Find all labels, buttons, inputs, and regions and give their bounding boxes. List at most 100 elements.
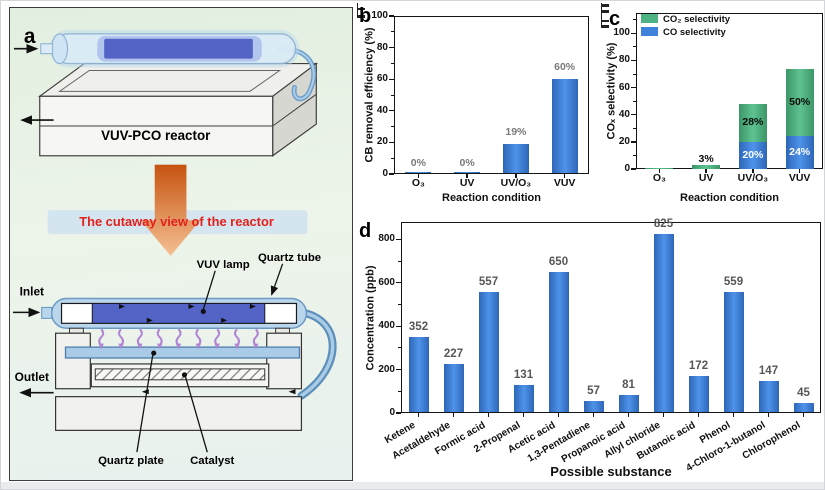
bar-1-3-pentadiene (583, 400, 604, 412)
bar-o (405, 172, 432, 173)
vuv-lamp-dot (200, 308, 206, 314)
y-axis-minor-tick (633, 46, 636, 48)
bar-value-o: 0% (410, 157, 426, 170)
x-axis-tick (662, 413, 665, 417)
plot-frame (401, 222, 821, 413)
bar-value-ketene: 352 (408, 320, 429, 333)
channel-flow-arrow (141, 389, 149, 395)
reactor-title: VUV-PCO reactor (101, 128, 210, 143)
panel-c-letter: c (609, 8, 621, 30)
page-bottom-band (1, 482, 824, 489)
x-axis-title-b: Reaction condition (442, 192, 541, 204)
y-axis-minor-tick (633, 73, 636, 75)
catalyst-leader (184, 376, 208, 453)
x-axis-title-d: Possible substance (550, 464, 672, 479)
vuv-light-arrowheads (98, 343, 259, 350)
y-axis-tick-label: 400 (378, 320, 395, 332)
bar-phenol (723, 291, 744, 412)
x-tick-label-vuv: VUV (788, 172, 811, 184)
x-axis-tick (752, 169, 754, 173)
x-axis-tick (417, 413, 420, 417)
x-axis-tick (732, 413, 735, 417)
error-bar (357, 10, 359, 16)
x-tick-label-uv-o: UV/O₃ (737, 172, 769, 184)
vuv-lamp-label: VUV lamp (197, 259, 250, 271)
y-axis-minor-tick (633, 127, 636, 129)
panel-d-byproducts-chart: d 0 200 400 600 800 Ketene 352 Acetaldehyde 227 Fo… (357, 215, 824, 489)
y-axis-tick-label: 100 (613, 27, 630, 39)
y-axis-tick-label: 80 (376, 41, 388, 53)
quartz-tube-leader (270, 263, 284, 296)
bar-value-butanoic-acid: 172 (688, 359, 709, 372)
y-axis-minor-tick (633, 19, 636, 21)
reactor-cutaway-view: Inlet Outlet VUV lamp Quartz tube Quartz… (12, 252, 337, 467)
segment-label-uv-o-co-selectivity: 20% (742, 148, 764, 161)
base-block (55, 396, 303, 431)
error-bar-cap (601, 25, 609, 27)
error-bar-cap (601, 10, 609, 12)
panel-d-letter: d (359, 220, 372, 242)
left-pillar (55, 332, 91, 390)
bar-propanoic-acid (618, 395, 639, 412)
y-axis-tick (631, 32, 636, 34)
quartz-plate-shape (64, 346, 301, 359)
x-axis-tick (798, 169, 801, 173)
reactor-diagram: a VUV-PCO reactor (12, 25, 337, 467)
flow-arrow (221, 317, 228, 323)
down-arrow-shaft (154, 164, 187, 221)
quartz-plate-leader (136, 354, 154, 453)
y-axis-tick (396, 282, 401, 284)
segment-label-vuv-co-selectivity: 24% (789, 146, 811, 159)
x-axis-tick (697, 413, 700, 417)
x-axis-tick (705, 169, 707, 173)
reactor-3d-view: VUV-PCO reactor (13, 29, 319, 157)
x-axis-tick (452, 413, 455, 417)
bar-value-phenol: 559 (723, 275, 744, 288)
bar-value-vuv: 60% (554, 60, 576, 73)
bar-value-allyl-chloride: 825 (653, 217, 674, 230)
panel-b-letter: b (359, 5, 372, 27)
y-axis-tick-label: 800 (378, 233, 395, 245)
tube-nozzle (40, 43, 54, 55)
x-axis-title-c: Reaction condition (680, 192, 779, 204)
bar-value-formic-acid: 557 (478, 276, 499, 289)
y-axis-tick (396, 325, 401, 327)
bar-vuv-co-selectivity (785, 136, 814, 169)
y-axis-tick-label: 20 (376, 136, 388, 148)
x-tick-label-uv-o: UV/O₃ (500, 177, 532, 189)
y-axis-tick (389, 78, 394, 80)
box-groove (57, 70, 282, 92)
x-tick-label-uv: UV (459, 177, 475, 189)
error-bar-cap (601, 19, 609, 21)
y-axis-minor-tick (391, 126, 394, 128)
bar-chlorophenol (793, 403, 814, 412)
bar-uv-o-co-selectivity (738, 141, 767, 169)
error-bar-cap (601, 26, 609, 28)
bar-value-propanoic-acid: 81 (622, 379, 635, 392)
flow-arrow (188, 303, 195, 310)
vuv-light-arrows (98, 328, 259, 346)
segment-label-vuv-co-selectivity: 50% (789, 96, 811, 109)
error-bar-cap (601, 4, 609, 6)
bar-value-1-3-pentadiene: 57 (587, 384, 600, 397)
panel-c-cox-selectivity-chart: c 0 20 40 60 80 100 O₃ UV 3% UV/O₃ 20% 28% VUV 24% 50% C… (601, 3, 824, 215)
recirculation-pipe-highlight (299, 310, 335, 398)
outlet-label: Outlet (15, 370, 49, 384)
bar-uv (454, 172, 481, 173)
y-axis-tick (389, 46, 394, 49)
error-bar (601, 12, 603, 20)
bar-uv-o (502, 143, 529, 173)
y-axis-tick (396, 368, 401, 371)
bar-acetic-acid (548, 271, 569, 412)
y-axis-minor-tick (398, 260, 401, 262)
legend-swatch-co-selectivity (641, 27, 658, 36)
x-axis-tick (417, 174, 420, 178)
right-pillar (266, 332, 303, 390)
catalyst-dot (181, 372, 188, 378)
vuv-lamp-cutaway (91, 302, 266, 324)
bar-butanoic-acid (688, 375, 709, 412)
quartz-plate-label: Quartz plate (98, 455, 164, 467)
error-bar-cap (601, 5, 609, 7)
quartz-plate-dot (151, 350, 157, 356)
